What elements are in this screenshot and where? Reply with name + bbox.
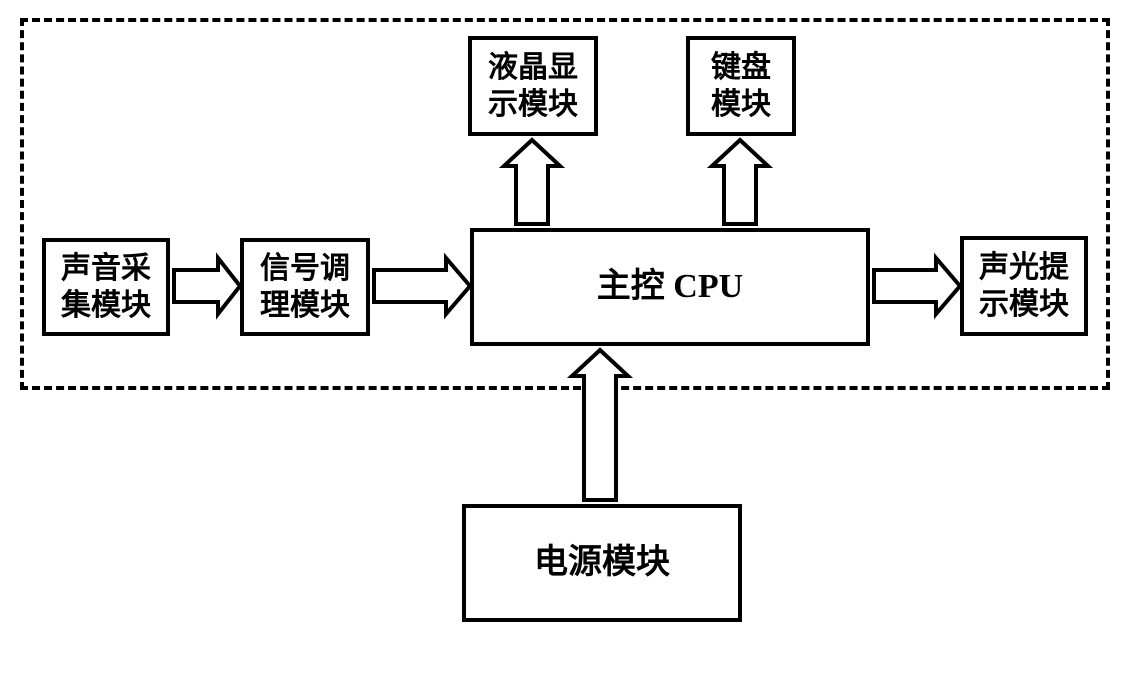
arrows-layer: [0, 0, 1129, 680]
diagram-canvas: 声音采集模块 信号调理模块 液晶显示模块 键盘模块 主控 CPU 声光提示模块 …: [0, 0, 1129, 680]
